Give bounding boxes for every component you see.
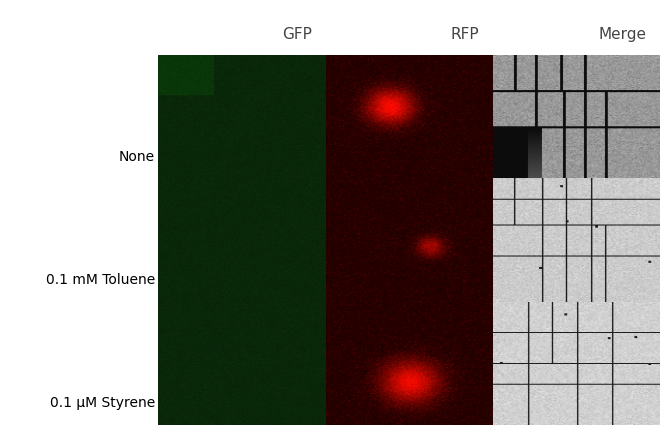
Text: GFP: GFP: [282, 27, 312, 42]
Text: 0.1 mM Toluene: 0.1 mM Toluene: [46, 273, 155, 287]
Text: RFP: RFP: [451, 27, 479, 42]
Text: Merge: Merge: [599, 27, 647, 42]
Text: None: None: [119, 150, 155, 164]
Text: 0.1 μM Styrene: 0.1 μM Styrene: [50, 396, 155, 410]
